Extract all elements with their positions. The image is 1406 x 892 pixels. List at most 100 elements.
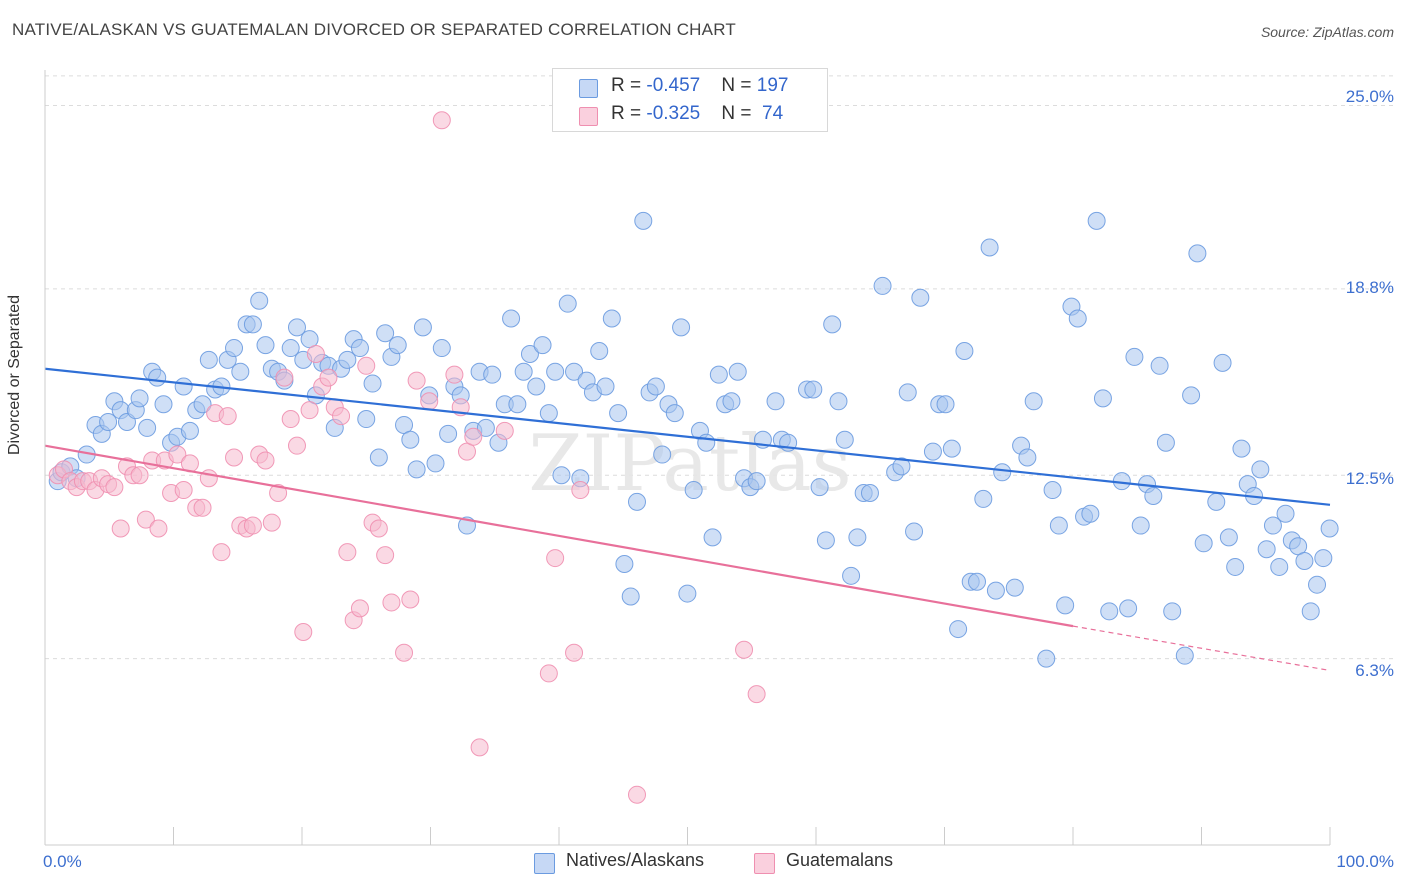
correlation-legend: R = -0.457 N = 197 R = -0.325 N = 74	[552, 68, 828, 132]
data-point	[766, 392, 785, 411]
data-point	[1156, 433, 1175, 452]
data-point	[287, 318, 306, 337]
data-point	[546, 362, 565, 381]
data-point	[243, 516, 262, 535]
data-point	[111, 519, 130, 538]
data-point	[395, 643, 414, 662]
data-point	[1263, 516, 1282, 535]
data-point	[1125, 347, 1144, 366]
data-point	[262, 513, 281, 532]
data-point	[256, 451, 275, 470]
data-point	[294, 623, 313, 642]
data-point	[1301, 602, 1320, 621]
data-point	[697, 433, 716, 452]
legend-swatch	[754, 853, 775, 874]
data-point	[1144, 486, 1163, 505]
data-point	[848, 528, 867, 547]
data-point	[804, 380, 823, 399]
data-point	[193, 498, 212, 517]
chart-title: NATIVE/ALASKAN VS GUATEMALAN DIVORCED OR…	[12, 20, 736, 39]
data-point	[148, 368, 167, 387]
data-point	[193, 395, 212, 414]
data-point	[823, 315, 842, 334]
data-point	[138, 418, 157, 437]
data-point	[407, 371, 426, 390]
data-point	[1018, 448, 1037, 467]
legend-text: R = -0.457 N = 197	[611, 75, 789, 96]
y-axis-label: Divorced or Separated	[6, 294, 23, 455]
data-point	[942, 439, 961, 458]
data-point	[665, 404, 684, 423]
data-point	[420, 392, 439, 411]
data-point	[483, 365, 502, 384]
data-point	[401, 430, 420, 449]
data-point	[1068, 309, 1087, 328]
data-point	[552, 466, 571, 485]
data-point	[1049, 516, 1068, 535]
data-point	[174, 377, 193, 396]
data-point	[218, 407, 237, 426]
data-point	[338, 350, 357, 369]
data-point	[269, 483, 288, 502]
data-point	[1226, 557, 1245, 576]
data-point	[1175, 646, 1194, 665]
data-point	[432, 111, 451, 130]
data-point	[816, 531, 835, 550]
data-point	[199, 469, 218, 488]
legend-swatch	[534, 853, 555, 874]
data-point	[105, 478, 124, 497]
x-tick-label: 100.0%	[1336, 852, 1394, 871]
data-point	[1276, 504, 1295, 523]
data-point	[1232, 439, 1251, 458]
data-point	[306, 344, 325, 363]
series-guatemalans	[48, 111, 766, 804]
data-point	[382, 593, 401, 612]
data-point	[250, 291, 269, 310]
data-point	[154, 395, 173, 414]
data-point	[1131, 516, 1150, 535]
data-point	[546, 549, 565, 568]
data-point	[974, 489, 993, 508]
data-point	[212, 543, 231, 562]
data-point	[514, 362, 533, 381]
data-point	[672, 318, 691, 337]
data-point	[1207, 492, 1226, 511]
legend-swatch	[579, 79, 598, 98]
data-point	[445, 365, 464, 384]
x-tick-label: 0.0%	[43, 852, 82, 871]
data-point	[369, 519, 388, 538]
data-point	[842, 566, 861, 585]
data-point	[376, 546, 395, 565]
data-point	[231, 362, 250, 381]
data-point	[1314, 549, 1333, 568]
data-point	[747, 685, 766, 704]
data-point	[1037, 649, 1056, 668]
data-point	[905, 522, 924, 541]
data-point	[1188, 244, 1207, 263]
data-point	[369, 448, 388, 467]
data-point	[225, 448, 244, 467]
data-point	[596, 377, 615, 396]
data-point	[281, 339, 300, 358]
data-point	[426, 454, 445, 473]
legend-label: Guatemalans	[786, 850, 894, 870]
data-point	[388, 336, 407, 355]
data-point	[892, 457, 911, 476]
data-point	[319, 368, 338, 387]
data-point	[684, 481, 703, 500]
data-point	[860, 483, 879, 502]
data-point	[829, 392, 848, 411]
trend-line-guatemalans-extension	[1072, 625, 1331, 672]
data-point	[256, 336, 275, 355]
legend-label: Natives/Alaskans	[566, 850, 705, 870]
data-point	[413, 318, 432, 337]
data-point	[357, 410, 376, 429]
data-point	[539, 404, 558, 423]
data-point	[590, 342, 609, 361]
data-point	[432, 339, 451, 358]
data-point	[602, 309, 621, 328]
data-point	[99, 413, 118, 432]
legend-text: R = -0.325 N = 74	[611, 103, 784, 124]
data-point	[911, 288, 930, 307]
